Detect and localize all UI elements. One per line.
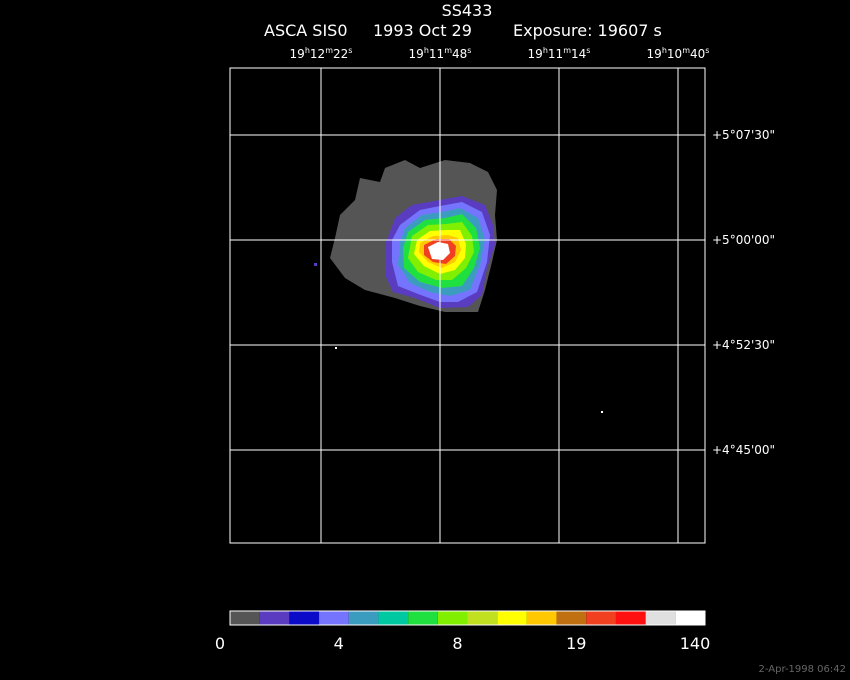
- colorbar-segment: [615, 611, 646, 625]
- ra-value: 19: [647, 47, 662, 61]
- dec-label: +4°45'00": [712, 443, 775, 457]
- colorbar-segment: [467, 611, 498, 625]
- colorbar-segment: [259, 611, 290, 625]
- dec-label: +5°00'00": [712, 233, 775, 247]
- ra-label: 19h11m48s: [409, 46, 472, 61]
- dec-label: +4°52'30": [712, 338, 775, 352]
- ra-value: 11: [548, 47, 563, 61]
- ra-label: 19h11m14s: [528, 46, 591, 61]
- ra-unit: h: [305, 46, 310, 55]
- colorbar-label: 0: [215, 634, 225, 653]
- colorbar-segment: [319, 611, 349, 625]
- ra-label: 19h10m40s: [647, 46, 710, 61]
- colorbar-frame: [229, 610, 706, 626]
- colorbar-label: 8: [452, 634, 462, 653]
- ra-unit: m: [444, 46, 452, 55]
- ra-unit: h: [424, 46, 429, 55]
- instrument: ASCA SIS0: [264, 21, 348, 40]
- colorbar-segment: [586, 611, 616, 625]
- ra-value: 19: [409, 47, 424, 61]
- frame: [229, 67, 706, 544]
- ra-unit: h: [543, 46, 548, 55]
- colorbar-segment: [378, 611, 409, 625]
- colorbar-segment: [497, 611, 527, 625]
- ra-unit: s: [705, 46, 709, 55]
- title: SS433: [442, 1, 493, 20]
- ra-unit: s: [586, 46, 590, 55]
- ra-value: 12: [310, 47, 325, 61]
- ra-unit: m: [563, 46, 571, 55]
- ra-value: 10: [667, 47, 682, 61]
- colorbar-segment: [230, 611, 260, 625]
- ra-value: 48: [452, 47, 467, 61]
- x-ray-image: [314, 160, 603, 413]
- ra-value: 19: [528, 47, 543, 61]
- colorbar-segment: [556, 611, 587, 625]
- ra-value: 40: [690, 47, 705, 61]
- ra-unit: m: [682, 46, 690, 55]
- colorbar-segment: [526, 611, 557, 625]
- ra-value: 11: [429, 47, 444, 61]
- ra-value: 19: [290, 47, 305, 61]
- ra-unit: h: [662, 46, 667, 55]
- ra-value: 14: [571, 47, 586, 61]
- colorbar-segment: [408, 611, 438, 625]
- ra-unit: s: [467, 46, 471, 55]
- timestamp: 2-Apr-1998 06:42: [759, 664, 846, 675]
- colorbar-segment: [348, 611, 379, 625]
- ra-label: 19h12m22s: [290, 46, 353, 61]
- ra-unit: m: [325, 46, 333, 55]
- obs-date: 1993 Oct 29: [373, 21, 472, 40]
- dec-label: +5°07'30": [712, 128, 775, 142]
- colorbar-segment: [289, 611, 320, 625]
- colorbar-segment: [437, 611, 468, 625]
- ra-unit: s: [348, 46, 352, 55]
- colorbar-label: 19: [566, 634, 586, 653]
- coordinate-grid: [229, 67, 706, 544]
- ra-value: 22: [333, 47, 348, 61]
- exposure: Exposure: 19607 s: [513, 21, 662, 40]
- colorbar-label: 4: [334, 634, 344, 653]
- colorbar-segment: [645, 611, 676, 625]
- colorbar-segment: [675, 611, 705, 625]
- colorbar-label: 140: [680, 634, 711, 653]
